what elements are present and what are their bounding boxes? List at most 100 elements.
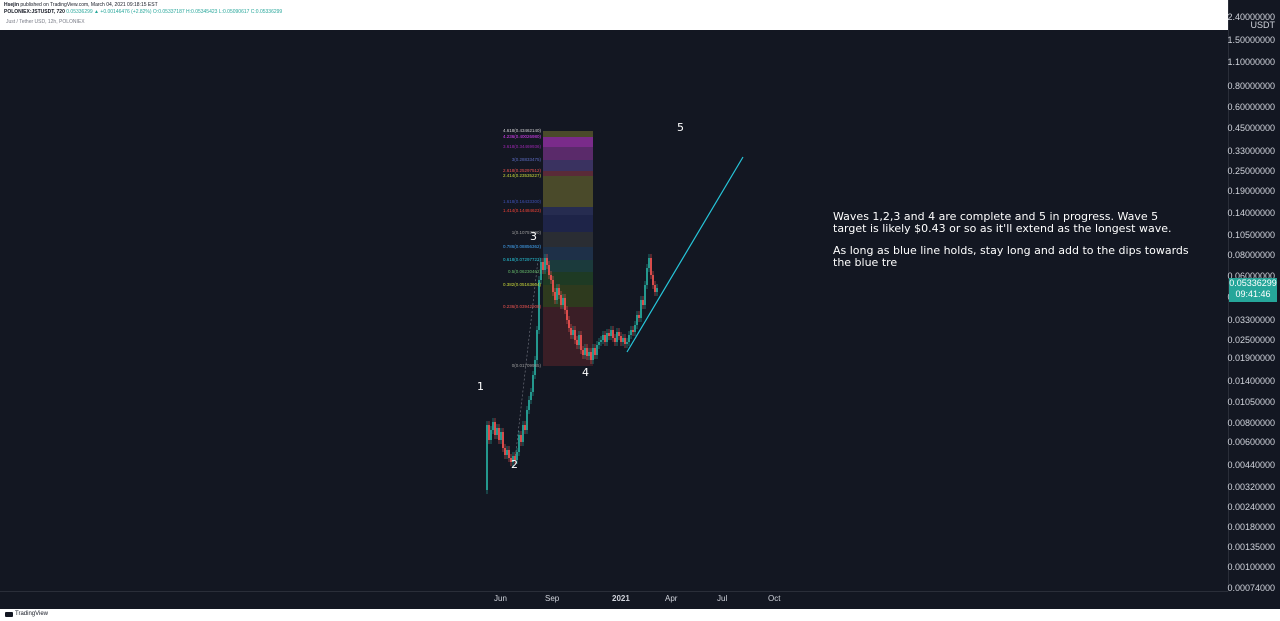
fib-extension-zones[interactable] <box>543 131 593 366</box>
text-annotation[interactable]: Waves 1,2,3 and 4 are complete and 5 in … <box>833 211 1193 279</box>
price-tick: 0.01400000 <box>1227 376 1275 386</box>
candle-body <box>586 348 588 356</box>
time-tick-jun: Jun <box>494 594 507 603</box>
price-tick: 0.25000000 <box>1227 166 1275 176</box>
fib-connector-line <box>514 259 539 461</box>
fib-level-label: 2.414(0.23535227) <box>502 173 541 178</box>
price-tick: 0.45000000 <box>1227 123 1275 133</box>
candle-body <box>630 330 632 335</box>
candle-body <box>578 335 580 345</box>
fib-zone-3 <box>543 160 593 171</box>
price-tick: 0.80000000 <box>1227 81 1275 91</box>
candle-body <box>598 342 600 345</box>
candle-body <box>528 400 530 410</box>
candle-body <box>526 410 528 430</box>
fib-level-label: 3(0.28833475) <box>511 157 541 162</box>
price-tick: 1.50000000 <box>1227 35 1275 45</box>
candle-body <box>494 422 496 435</box>
candle-body <box>498 428 500 440</box>
footer-bar: TradingView <box>0 609 1280 621</box>
time-tick-apr: Apr <box>665 594 678 603</box>
candle-body <box>576 340 578 345</box>
candle-body <box>592 348 594 360</box>
price-tick: 0.00800000 <box>1227 418 1275 428</box>
time-axis[interactable]: Jun Sep 2021 Apr Jul Oct <box>0 591 1228 610</box>
wave-label-3: 3 <box>530 230 537 243</box>
fib-level-label: 0(0.01709985) <box>511 363 541 368</box>
fib-level-label: 1.618(0.16433300) <box>502 199 541 204</box>
candle-body <box>656 288 658 292</box>
candle-body <box>510 458 512 462</box>
candle-body <box>608 333 610 336</box>
candle-body <box>566 310 568 320</box>
candle-body <box>644 285 646 305</box>
fib-level-label: 0.5(0.06230462) <box>507 269 541 274</box>
candle-body <box>568 320 570 328</box>
footer-brand: TradingView <box>15 611 49 617</box>
price-tick: 1.10000000 <box>1227 57 1275 67</box>
candle-body <box>626 342 628 344</box>
candle-body <box>520 435 522 442</box>
fib-zone-2618 <box>543 171 593 176</box>
blue-trendline[interactable] <box>626 156 744 353</box>
candle-body <box>536 330 538 360</box>
candle-body <box>516 452 518 460</box>
candle-body <box>500 432 502 440</box>
candle-body <box>572 330 574 335</box>
candle-body <box>584 348 586 355</box>
time-tick-sep: Sep <box>545 594 560 603</box>
price-tick: 0.03300000 <box>1227 315 1275 325</box>
candle-body <box>596 345 598 355</box>
symbol-label: POLONIEX:JSTUSDT, 720 <box>4 9 65 15</box>
annotation-paragraph-1: Waves 1,2,3 and 4 are complete and 5 in … <box>833 210 1172 235</box>
price-chart-svg[interactable] <box>0 30 1228 591</box>
time-tick-2021: 2021 <box>612 594 630 603</box>
candle-body <box>570 328 572 335</box>
fib-level-label: 2.618(0.25297512) <box>502 168 541 173</box>
chart-plot-area[interactable]: Just / Tether USD, 12h, POLONIEX 4.618(0… <box>0 19 1228 591</box>
candle-body <box>588 352 590 356</box>
fib-zone-0618 <box>543 260 593 272</box>
candle-body <box>534 360 536 375</box>
price-tick: 0.60000000 <box>1227 102 1275 112</box>
candle-body <box>556 288 558 300</box>
fib-level-label: 1.414(0.14484623) <box>502 208 541 213</box>
price-axis-currency: USDT <box>1250 20 1276 30</box>
candle-body <box>654 285 656 292</box>
bar-countdown: 09:41:46 <box>1235 289 1271 299</box>
tradingview-logo-icon <box>5 612 13 617</box>
candle-body <box>580 335 582 350</box>
price-tick: 0.02500000 <box>1227 335 1275 345</box>
candle-body <box>552 280 554 292</box>
fib-zone-0382 <box>543 285 593 307</box>
price-tick: 0.00100000 <box>1227 562 1275 572</box>
candle-body <box>616 332 618 342</box>
candle-body <box>550 275 552 280</box>
fib-zone-4618 <box>543 131 593 137</box>
candle-body <box>650 258 652 275</box>
price-tick: 0.10500000 <box>1227 230 1275 240</box>
price-tick: 0.01900000 <box>1227 353 1275 363</box>
fib-level-label: 1(0.10757090) <box>511 230 541 235</box>
candle-body <box>638 315 640 318</box>
price-tick: 0.14000000 <box>1227 208 1275 218</box>
wave-label-1: 1 <box>477 380 484 393</box>
candle-body <box>618 332 620 336</box>
time-tick-jul: Jul <box>717 594 728 603</box>
price-tick: 0.08000000 <box>1227 250 1275 260</box>
price-tick: 0.00240000 <box>1227 502 1275 512</box>
time-tick-oct: Oct <box>768 594 781 603</box>
candle-body <box>574 330 576 340</box>
candle-body <box>524 425 526 430</box>
price-tick: 0.33000000 <box>1227 146 1275 156</box>
price-tick: 0.00074000 <box>1227 583 1275 593</box>
fib-zone-4236 <box>543 137 593 147</box>
wave-label-2: 2 <box>511 458 518 471</box>
fib-zone-0786 <box>543 247 593 260</box>
fib-level-label: 0.236(0.03942908) <box>502 304 541 309</box>
annotation-paragraph-2: As long as blue line holds, stay long an… <box>833 244 1189 269</box>
candle-body <box>646 268 648 285</box>
price-tick: 0.00135000 <box>1227 542 1275 552</box>
publish-info: published on TradingView.com, March 04, … <box>20 2 158 8</box>
candle-body <box>620 336 622 342</box>
